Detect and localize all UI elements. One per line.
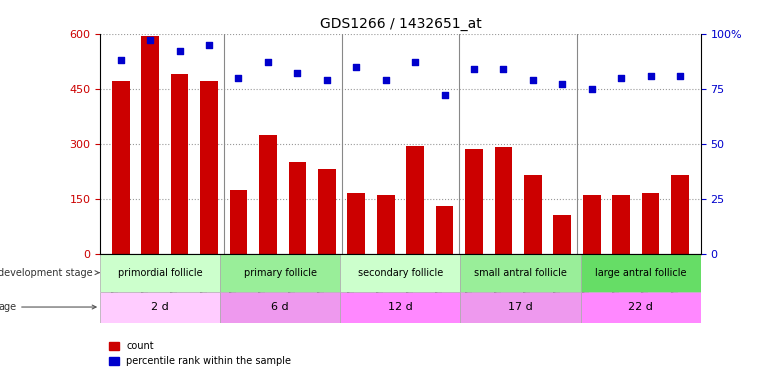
Text: 12 d: 12 d — [388, 302, 413, 312]
Legend: count, percentile rank within the sample: count, percentile rank within the sample — [105, 338, 295, 370]
Bar — [671, 175, 689, 254]
Bar — [377, 195, 394, 254]
Text: primary follicle: primary follicle — [244, 268, 316, 278]
Text: 17 d: 17 d — [508, 302, 533, 312]
Point — [438, 92, 450, 98]
FancyBboxPatch shape — [581, 254, 701, 292]
Text: small antral follicle: small antral follicle — [474, 268, 567, 278]
Bar — [554, 215, 571, 254]
Bar — [229, 190, 247, 254]
Bar — [465, 149, 483, 254]
Point — [350, 64, 363, 70]
Bar — [407, 146, 424, 254]
Point — [144, 38, 156, 44]
Point — [262, 59, 274, 65]
Text: large antral follicle: large antral follicle — [595, 268, 686, 278]
Point — [468, 66, 480, 72]
FancyBboxPatch shape — [220, 292, 340, 322]
Point — [674, 72, 686, 78]
Point — [527, 77, 539, 83]
FancyBboxPatch shape — [100, 292, 220, 322]
Point — [556, 81, 568, 87]
Bar — [642, 193, 659, 254]
Point — [173, 48, 186, 54]
Bar — [318, 170, 336, 254]
Point — [380, 77, 392, 83]
Bar — [494, 147, 512, 254]
Text: primordial follicle: primordial follicle — [118, 268, 203, 278]
Point — [320, 77, 333, 83]
Bar — [259, 135, 276, 254]
Text: 2 d: 2 d — [151, 302, 169, 312]
Point — [203, 42, 215, 48]
Bar — [436, 206, 454, 254]
Point — [291, 70, 303, 76]
FancyBboxPatch shape — [340, 254, 460, 292]
Text: age: age — [0, 302, 96, 312]
Bar — [583, 195, 601, 254]
Bar — [200, 81, 218, 254]
Bar — [612, 195, 630, 254]
Bar — [524, 175, 542, 254]
Title: GDS1266 / 1432651_at: GDS1266 / 1432651_at — [320, 17, 481, 32]
Bar — [112, 81, 129, 254]
FancyBboxPatch shape — [460, 254, 581, 292]
FancyBboxPatch shape — [581, 292, 701, 322]
Text: development stage: development stage — [0, 268, 99, 278]
Bar — [171, 74, 189, 254]
Point — [497, 66, 510, 72]
Bar — [142, 36, 159, 254]
Point — [644, 72, 657, 78]
Text: secondary follicle: secondary follicle — [358, 268, 443, 278]
Point — [409, 59, 421, 65]
Point — [586, 86, 598, 92]
FancyBboxPatch shape — [220, 254, 340, 292]
FancyBboxPatch shape — [100, 254, 220, 292]
FancyBboxPatch shape — [340, 292, 460, 322]
Text: 6 d: 6 d — [272, 302, 289, 312]
Bar — [289, 162, 306, 254]
Point — [115, 57, 127, 63]
Point — [615, 75, 628, 81]
FancyBboxPatch shape — [460, 292, 581, 322]
Text: 22 d: 22 d — [628, 302, 653, 312]
Bar — [347, 193, 365, 254]
Point — [233, 75, 245, 81]
